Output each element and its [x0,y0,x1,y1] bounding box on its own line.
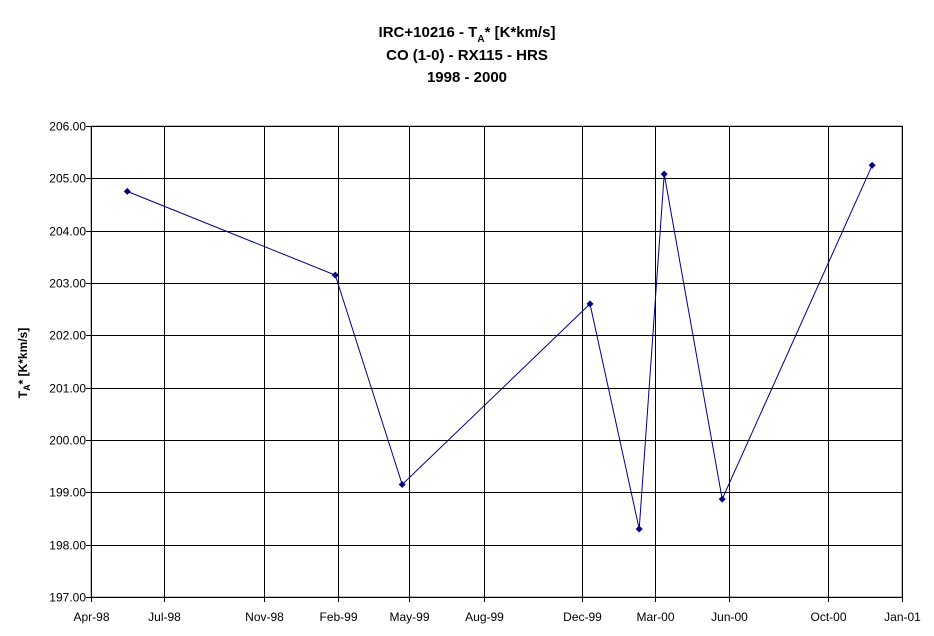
x-tick-label: Mar-00 [636,610,674,624]
chart-subtitle-line-2: 1998 - 2000 [427,69,507,86]
series-layer [123,161,876,533]
data-point-marker [331,271,339,279]
plot-area [90,125,903,598]
x-tick-label: Jan-01 [884,610,921,624]
y-tick-label: 204.00 [49,225,86,239]
y-axis-title: TA* [K*km/s] [16,328,32,399]
y-axis-title-subscript: A [22,384,32,391]
x-tick-label: Jun-00 [711,610,748,624]
title-subscript: A [477,34,484,45]
series-line [127,165,873,530]
x-tick-label: Oct-00 [810,610,846,624]
x-tick-label: Dec-99 [563,610,602,624]
gridlines [91,126,903,598]
y-tick-label: 198.00 [49,539,86,553]
x-tick-label: Jul-98 [148,610,181,624]
title-text: IRC+10216 - T [379,24,478,41]
data-point-marker [398,480,406,488]
y-tick-label: 203.00 [49,277,86,291]
data-point-marker [868,161,876,169]
y-tick-label: 199.00 [49,486,86,500]
x-tick-label: Apr-98 [73,610,109,624]
x-tick-label: Aug-99 [465,610,504,624]
title-unit: * [K*km/s] [485,24,556,41]
y-axis-title-text: T [16,390,30,398]
chart-subtitle-line-1: CO (1-0) - RX115 - HRS [386,47,548,64]
x-tick-label: Nov-98 [245,610,284,624]
chart-title: IRC+10216 - TA* [K*km/s] [379,24,556,45]
data-point-marker [660,170,668,178]
data-point-marker [718,495,726,503]
x-tick-labels: Apr-98 Jul-98 Nov-98 Feb-99 May-99 Aug-99 Dec-… [73,597,921,624]
data-point-marker [586,300,594,308]
x-tick-label: Feb-99 [319,610,357,624]
y-tick-label: 197.00 [49,591,86,605]
plot-frame [90,125,903,598]
data-point-marker [123,187,131,195]
y-tick-label: 202.00 [49,329,86,343]
y-tick-label: 205.00 [49,172,86,186]
y-tick-label: 206.00 [49,120,86,134]
y-tick-label: 200.00 [49,434,86,448]
data-point-marker [635,525,643,533]
x-tick-label: May-99 [389,610,429,624]
y-axis-title-unit: * [K*km/s] [16,328,30,385]
y-tick-labels: 197.00 198.00 199.00 200.00 201.00 202.00 203.… [49,120,91,605]
y-tick-label: 201.00 [49,382,86,396]
